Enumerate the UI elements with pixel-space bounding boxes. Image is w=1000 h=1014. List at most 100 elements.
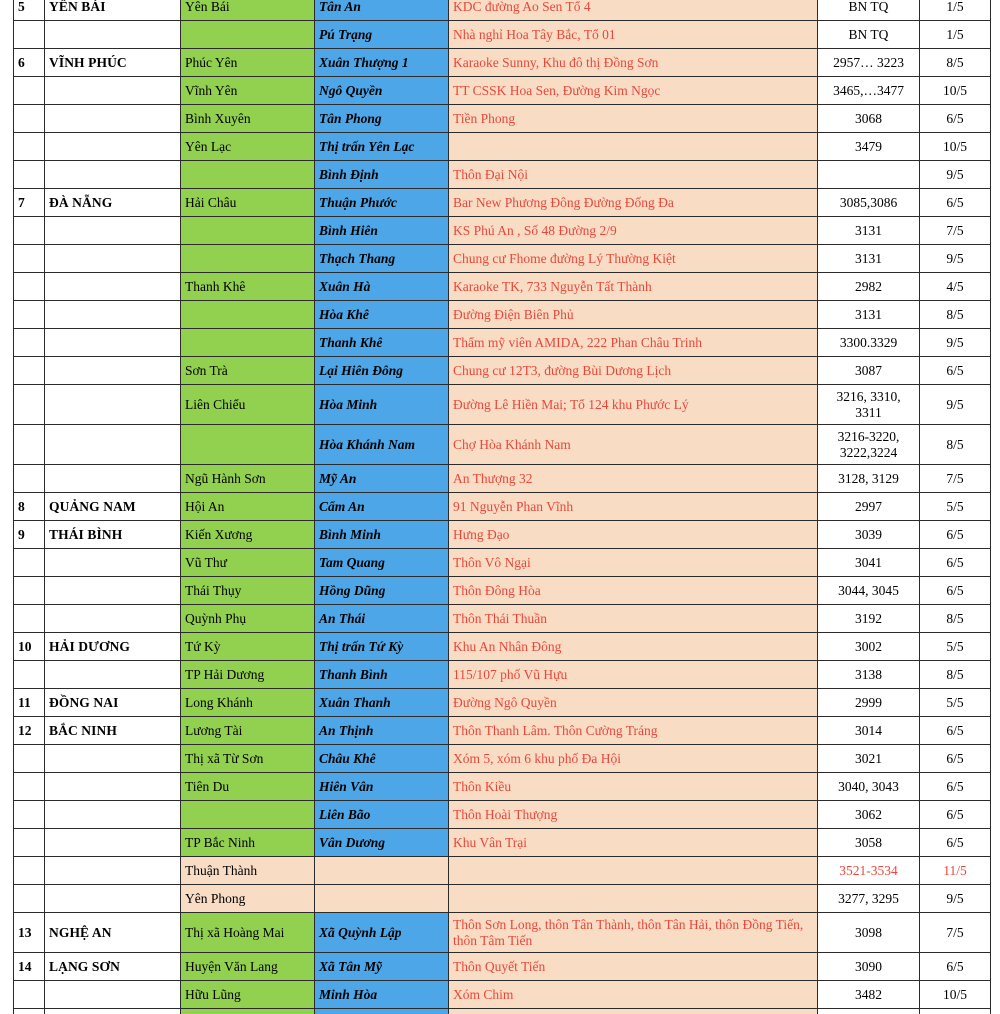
cell-ward[interactable]: Hiên Vân [314, 772, 449, 801]
cell-ward[interactable]: Thanh Khê [314, 328, 449, 357]
cell-location[interactable]: Hưng Đạo [448, 520, 818, 549]
cell-location[interactable]: Karaoke TK, 733 Nguyễn Tất Thành [448, 272, 818, 301]
cell-location[interactable]: Xóm 5, xóm 6 khu phố Đa Hội [448, 744, 818, 773]
cell-date[interactable]: 7/5 [919, 216, 991, 245]
cell-district[interactable]: Ngũ Hành Sơn [180, 464, 315, 493]
cell-location[interactable]: An Thượng 32 [448, 464, 818, 493]
cell-ward[interactable]: Mỹ An [314, 464, 449, 493]
cell-code[interactable]: 3085,3086 [817, 188, 920, 217]
cell-date[interactable]: 6/5 [919, 104, 991, 133]
cell-ward[interactable]: Xã Quỳnh Lập [314, 912, 449, 953]
cell-location[interactable] [448, 884, 818, 913]
cell-location[interactable]: 115/107 phố Vũ Hựu [448, 660, 818, 689]
cell-date[interactable]: 6/5 [919, 716, 991, 745]
cell-province[interactable] [44, 604, 181, 633]
cell-code[interactable]: 3521-3534 [817, 856, 920, 885]
cell-code[interactable]: BN TQ [817, 0, 920, 21]
cell-province[interactable] [44, 328, 181, 357]
cell-province[interactable] [44, 828, 181, 857]
cell-date[interactable]: 6/5 [919, 772, 991, 801]
cell-row-number[interactable] [13, 160, 45, 189]
cell-location[interactable]: Đường Lê Hiền Mai; Tổ 124 khu Phước Lý [448, 384, 818, 425]
cell-date[interactable]: 1/5 [919, 0, 991, 21]
cell-ward[interactable]: Xuân Hà [314, 272, 449, 301]
cell-row-number[interactable] [13, 884, 45, 913]
cell-province[interactable] [44, 132, 181, 161]
cell-ward[interactable]: Bình Minh [314, 520, 449, 549]
cell-province[interactable] [44, 300, 181, 329]
cell-ward[interactable]: Xuân Thanh [314, 688, 449, 717]
cell-district[interactable]: Hội An [180, 492, 315, 521]
cell-date[interactable]: 4/5 [919, 272, 991, 301]
cell-row-number[interactable] [13, 272, 45, 301]
cell-location[interactable]: Xóm Vĩnh Long, Thôn An Vĩnh [448, 1008, 818, 1014]
cell-district[interactable] [180, 328, 315, 357]
cell-district[interactable] [180, 300, 315, 329]
cell-ward[interactable]: Xuân Thượng 1 [314, 48, 449, 77]
cell-ward[interactable]: Liên Bão [314, 800, 449, 829]
cell-province[interactable] [44, 884, 181, 913]
cell-location[interactable]: Thôn Quyết Tiến [448, 952, 818, 981]
cell-district[interactable]: Bình Xuyên [180, 104, 315, 133]
cell-date[interactable]: 8/5 [919, 48, 991, 77]
cell-row-number[interactable]: 14 [13, 952, 45, 981]
cell-code[interactable]: 3300.3329 [817, 328, 920, 357]
cell-code[interactable]: 2999 [817, 688, 920, 717]
cell-code[interactable]: 2982 [817, 272, 920, 301]
cell-date[interactable]: 9/5 [919, 884, 991, 913]
cell-ward[interactable]: Thuận Phước [314, 188, 449, 217]
cell-location[interactable]: Thôn Vô Ngại [448, 548, 818, 577]
cell-code[interactable]: 2997 [817, 492, 920, 521]
cell-ward[interactable]: Tân An [314, 0, 449, 21]
cell-location[interactable]: KDC đường Ao Sen Tổ 4 [448, 0, 818, 21]
cell-code[interactable]: 3014 [817, 716, 920, 745]
cell-district[interactable] [180, 424, 315, 465]
cell-code[interactable] [817, 160, 920, 189]
cell-row-number[interactable] [13, 216, 45, 245]
cell-row-number[interactable]: 12 [13, 716, 45, 745]
cell-district[interactable]: Hải Châu [180, 188, 315, 217]
cell-code[interactable]: BN TQ [817, 20, 920, 49]
cell-ward[interactable]: Hòa Khánh Nam [314, 424, 449, 465]
cell-code[interactable]: 2957… 3223 [817, 48, 920, 77]
cell-district[interactable]: Thái Thụy [180, 576, 315, 605]
cell-row-number[interactable]: 7 [13, 188, 45, 217]
cell-row-number[interactable] [13, 356, 45, 385]
cell-province[interactable]: YÊN BÁI [44, 0, 181, 21]
cell-district[interactable]: Phúc Yên [180, 48, 315, 77]
cell-date[interactable]: 5/5 [919, 632, 991, 661]
cell-date[interactable]: 10/5 [919, 76, 991, 105]
cell-code[interactable]: 3039 [817, 520, 920, 549]
cell-code[interactable]: 3216, 3310, 3311 [817, 384, 920, 425]
cell-date[interactable]: 9/5 [919, 244, 991, 273]
cell-province[interactable] [44, 244, 181, 273]
cell-district[interactable]: Thuận Thành [180, 856, 315, 885]
cell-date[interactable]: 8/5 [919, 604, 991, 633]
cell-ward[interactable] [314, 884, 449, 913]
cell-date[interactable]: 8/5 [919, 660, 991, 689]
cell-province[interactable] [44, 800, 181, 829]
cell-ward[interactable]: Hòa Khê [314, 300, 449, 329]
cell-row-number[interactable] [13, 300, 45, 329]
cell-ward[interactable]: An Thịnh [314, 716, 449, 745]
cell-location[interactable]: TT CSSK Hoa Sen, Đường Kim Ngọc [448, 76, 818, 105]
cell-district[interactable]: Tứ Kỳ [180, 632, 315, 661]
cell-code[interactable]: 3067 [817, 1008, 920, 1014]
cell-code[interactable]: 3058 [817, 828, 920, 857]
cell-province[interactable] [44, 356, 181, 385]
cell-date[interactable]: 6/5 [919, 744, 991, 773]
cell-province[interactable] [44, 548, 181, 577]
cell-province[interactable]: VĨNH PHÚC [44, 48, 181, 77]
cell-province[interactable] [44, 216, 181, 245]
cell-province[interactable] [44, 424, 181, 465]
cell-code[interactable]: 3002 [817, 632, 920, 661]
cell-province[interactable]: QUẢNG NGÃI [44, 1008, 181, 1014]
cell-date[interactable]: 10/5 [919, 132, 991, 161]
cell-date[interactable]: 1/5 [919, 20, 991, 49]
cell-province[interactable] [44, 272, 181, 301]
cell-province[interactable] [44, 104, 181, 133]
cell-ward[interactable]: Tam Quang [314, 548, 449, 577]
cell-date[interactable]: 6/5 [919, 356, 991, 385]
cell-district[interactable]: Quỳnh Phụ [180, 604, 315, 633]
cell-ward[interactable]: Xã Tân Mỹ [314, 952, 449, 981]
